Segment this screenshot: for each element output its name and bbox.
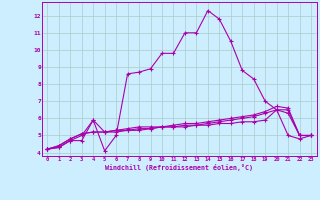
X-axis label: Windchill (Refroidissement éolien,°C): Windchill (Refroidissement éolien,°C) — [105, 164, 253, 171]
